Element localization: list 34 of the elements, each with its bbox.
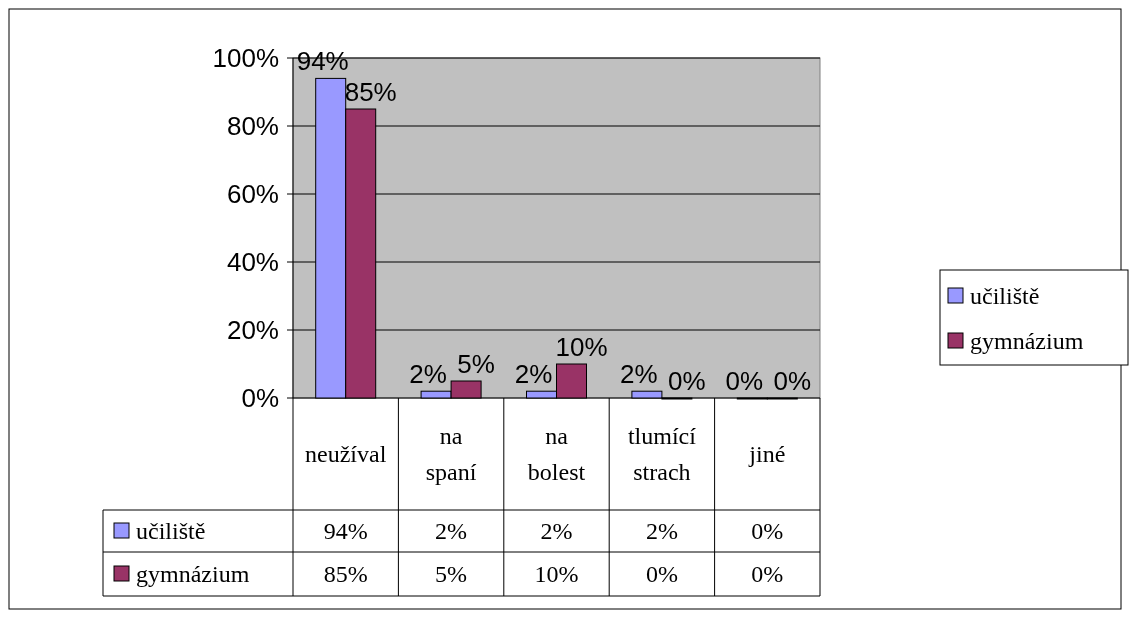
text: 5% (457, 349, 495, 379)
text: 0% (751, 518, 784, 545)
text: 2% (645, 518, 678, 545)
text: 0% (668, 366, 706, 396)
y-tick-label: 20% (226, 315, 279, 346)
x-tick-label: na spaní (425, 423, 477, 486)
text: učiliště (970, 283, 1040, 310)
text: 2% (409, 359, 447, 390)
text: 0% (751, 561, 784, 588)
text: 2% (435, 518, 468, 545)
y-tick-label: 0% (241, 383, 279, 414)
y-tick-label: 80% (226, 111, 279, 142)
text: 10% (555, 332, 608, 362)
x-tick-label: neužíval (305, 441, 387, 468)
text: 2% (514, 359, 553, 390)
y-tick-label: 100% (212, 43, 279, 74)
text: 85% (323, 561, 368, 588)
legend-label: učiliště (136, 518, 206, 545)
text: 5% (435, 561, 468, 588)
text: 2% (620, 359, 658, 390)
legend-label: gymnázium (970, 328, 1084, 355)
x-tick-label: na bolest (527, 423, 586, 486)
text: 10% (534, 561, 579, 588)
y-tick-label: 60% (226, 179, 279, 210)
text: gymnázium (136, 561, 250, 588)
x-tick-label: jiné (748, 441, 786, 468)
text: 0% (645, 561, 678, 588)
text: 0% (725, 366, 764, 396)
text: 85% (344, 77, 397, 107)
text: 94% (323, 518, 368, 545)
y-tick-label: 40% (226, 247, 279, 278)
text: 2% (540, 518, 573, 545)
x-tick-label: tlumící strach (627, 423, 697, 486)
text: 0% (773, 366, 812, 396)
